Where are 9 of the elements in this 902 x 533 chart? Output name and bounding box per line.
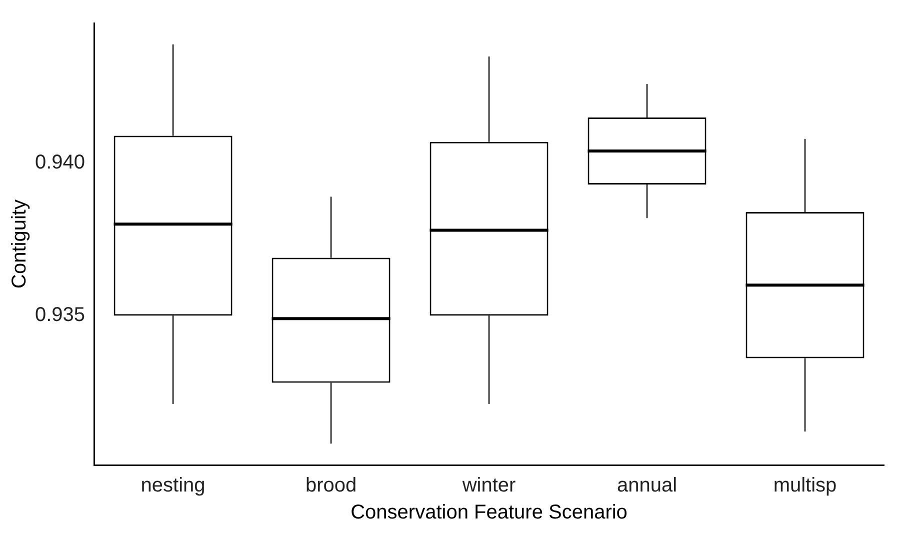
x-tick-label: annual [616,474,678,497]
x-tick-label: winter [461,474,516,497]
x-tick-label: nesting [140,474,206,497]
x-axis-title: Conservation Feature Scenario [350,502,628,524]
x-tick-label: brood [305,474,357,497]
y-tick-label: 0.935 [34,304,86,326]
y-tick-label: 0.940 [34,152,86,174]
y-axis-title: Contiguity [8,200,31,288]
x-tick-label: multisp [773,474,837,497]
